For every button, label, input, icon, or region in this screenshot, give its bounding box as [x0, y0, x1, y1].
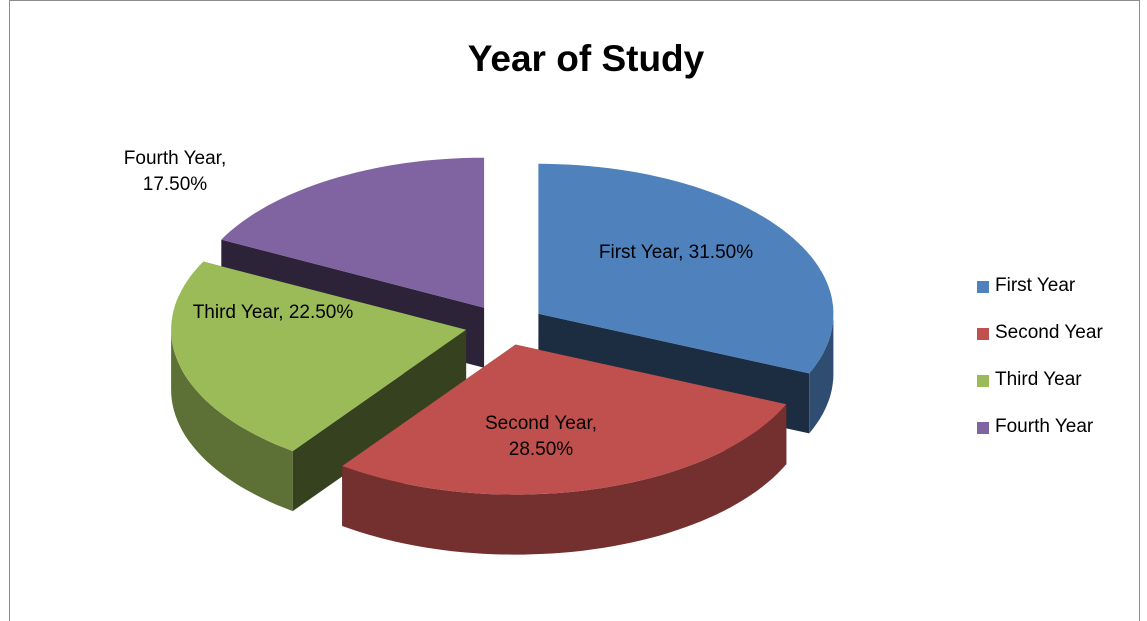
legend-label: Second Year — [995, 322, 1103, 343]
data-label: Fourth Year, 17.50% — [123, 148, 227, 195]
slice-side — [809, 313, 834, 434]
legend-label: Third Year — [995, 369, 1082, 390]
slice — [221, 157, 485, 308]
legend-label: First Year — [995, 275, 1076, 296]
slice-side — [342, 404, 787, 555]
data-label: Third Year, 22.50% — [192, 302, 354, 323]
data-label: First Year, 31.50% — [598, 242, 754, 263]
legend-swatch — [977, 281, 989, 293]
data-label: Second Year, 28.50% — [485, 413, 597, 460]
slice-side — [171, 329, 293, 512]
legend-swatch — [977, 328, 989, 340]
chart-title: Year of Study — [467, 38, 705, 79]
chart-border — [9, 0, 1140, 621]
slice — [171, 261, 467, 452]
legend-swatch — [977, 375, 989, 387]
slice — [342, 344, 787, 495]
slice — [538, 163, 834, 374]
legend-label: Fourth Year — [995, 416, 1094, 437]
legend-swatch — [977, 422, 989, 434]
